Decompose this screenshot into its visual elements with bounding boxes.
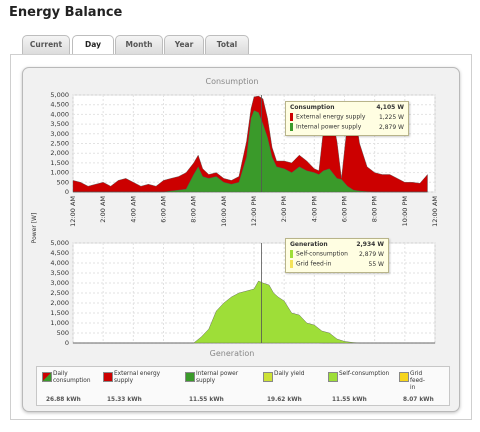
generation-y-tick-label: 1,000 xyxy=(50,319,69,327)
consumption-tooltip: Consumption 4,105 W External energy suppl… xyxy=(285,101,409,136)
chart-legend: Daily consumption 26.88 kWh External ene… xyxy=(36,366,450,406)
legend-value: 26.88 kWh xyxy=(46,397,81,403)
generation-y-tick-label: 5,000 xyxy=(50,239,69,247)
consumption-y-tick-label: 500 xyxy=(57,178,69,186)
consumption-x-tick-label: 6:00 AM xyxy=(160,196,168,223)
legend-swatch xyxy=(399,372,409,382)
tab-year[interactable]: Year xyxy=(164,35,204,54)
legend-swatch xyxy=(185,372,195,382)
consumption-tooltip-total: 4,105 W xyxy=(376,104,404,111)
consumption-tooltip-row-label: Internal power supply xyxy=(296,123,362,131)
legend-swatch xyxy=(42,372,52,382)
tab-current[interactable]: Current xyxy=(22,35,70,54)
legend-value: 11.55 kWh xyxy=(332,397,367,403)
legend-swatch xyxy=(263,372,273,382)
legend-label: Daily yield xyxy=(274,371,305,377)
generation-tooltip: Generation 2,934 W Self-consumption 2,879 … xyxy=(285,238,389,273)
consumption-x-tick-label: 8:00 AM xyxy=(190,196,198,223)
page-title: Energy Balance xyxy=(9,5,123,20)
generation-chart-title: Generation xyxy=(210,349,255,358)
generation-tooltip-row-value: 2,879 W xyxy=(358,250,384,258)
legend-value: 8.07 kWh xyxy=(403,397,434,403)
self-consumption-swatch xyxy=(290,250,293,258)
generation-tooltip-title: Generation xyxy=(290,241,328,248)
legend-swatch xyxy=(103,372,113,382)
consumption-y-tick-label: 2,000 xyxy=(50,149,69,157)
consumption-y-tick-label: 4,500 xyxy=(50,101,69,109)
external-supply-swatch xyxy=(290,113,293,121)
legend-value: 19.62 kWh xyxy=(267,397,302,403)
consumption-chart-title: Consumption xyxy=(206,77,259,86)
consumption-x-tick-label: 12:00 AM xyxy=(431,196,439,227)
consumption-y-tick-label: 4,000 xyxy=(50,110,69,118)
generation-tooltip-total: 2,934 W xyxy=(356,241,384,248)
generation-y-tick-label: 3,000 xyxy=(50,279,69,287)
generation-tooltip-row-label: Self-consumption xyxy=(296,250,348,258)
consumption-x-tick-label: 12:00 PM xyxy=(250,196,258,226)
generation-y-tick-label: 2,500 xyxy=(50,289,69,297)
legend-label: Grid feed-in xyxy=(410,371,425,391)
consumption-x-tick-label: 4:00 PM xyxy=(310,196,318,222)
consumption-tooltip-row-value: 1,225 W xyxy=(378,113,404,121)
generation-y-tick-label: 2,000 xyxy=(50,299,69,307)
generation-y-tick-label: 500 xyxy=(57,329,69,337)
consumption-y-tick-label: 1,500 xyxy=(50,159,69,167)
generation-tooltip-row-label: Grid feed-in xyxy=(296,260,332,268)
consumption-y-tick-label: 5,000 xyxy=(50,91,69,99)
generation-tooltip-row-value: 55 W xyxy=(368,260,384,268)
consumption-x-tick-label: 10:00 PM xyxy=(401,196,409,226)
consumption-y-tick-label: 2,500 xyxy=(50,140,69,148)
grid-feed-in-swatch xyxy=(290,260,293,268)
generation-series-area-self-consumption xyxy=(73,280,435,344)
legend-label: Internal power supply xyxy=(196,371,239,384)
consumption-series-area-internal-power-supply xyxy=(73,110,428,193)
consumption-y-tick-label: 3,500 xyxy=(50,120,69,128)
consumption-x-tick-label: 12:00 AM xyxy=(69,196,77,227)
consumption-x-tick-label: 4:00 AM xyxy=(129,196,137,223)
consumption-x-tick-label: 2:00 AM xyxy=(99,196,107,223)
consumption-y-tick-label: 3,000 xyxy=(50,130,69,138)
tab-total[interactable]: Total xyxy=(205,35,249,54)
consumption-y-tick-label: 1,000 xyxy=(50,169,69,177)
consumption-tooltip-row-label: External energy supply xyxy=(296,113,366,121)
consumption-tooltip-row-value: 2,879 W xyxy=(378,123,404,131)
legend-label: External energy supply xyxy=(114,371,161,384)
internal-supply-swatch xyxy=(290,123,293,131)
generation-y-tick-label: 4,500 xyxy=(50,249,69,257)
generation-y-tick-label: 3,500 xyxy=(50,269,69,277)
consumption-x-tick-label: 2:00 PM xyxy=(280,196,288,222)
generation-y-tick-label: 4,000 xyxy=(50,259,69,267)
legend-value: 11.55 kWh xyxy=(189,397,224,403)
consumption-x-tick-label: 10:00 AM xyxy=(220,196,228,227)
consumption-x-tick-label: 6:00 PM xyxy=(341,196,349,222)
generation-y-tick-label: 1,500 xyxy=(50,309,69,317)
consumption-y-tick-label: 0 xyxy=(65,188,69,196)
tab-day[interactable]: Day xyxy=(72,35,114,55)
legend-label: Self-consumption xyxy=(339,371,390,377)
generation-y-tick-label: 0 xyxy=(65,339,69,347)
legend-swatch xyxy=(328,372,338,382)
y-axis-label: Power [W] xyxy=(31,213,38,244)
legend-label: Daily consumption xyxy=(53,371,91,384)
consumption-x-tick-label: 8:00 PM xyxy=(371,196,379,222)
consumption-tooltip-title: Consumption xyxy=(290,104,335,111)
tab-month[interactable]: Month xyxy=(115,35,163,54)
legend-value: 15.33 kWh xyxy=(107,397,142,403)
